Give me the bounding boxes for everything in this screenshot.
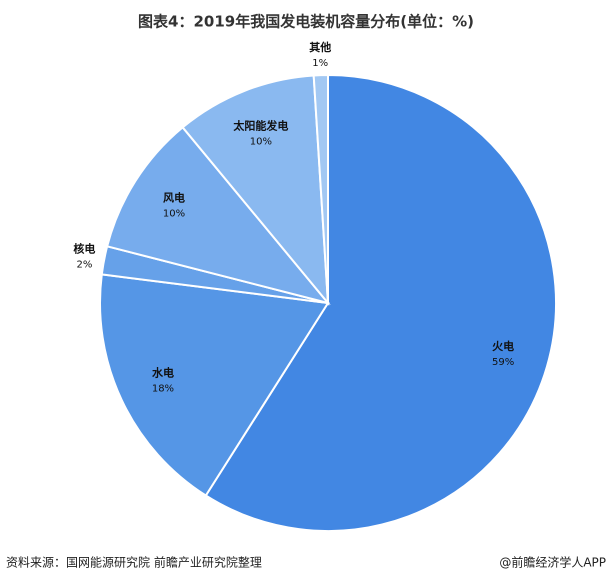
pie-slice [99, 273, 330, 497]
slice-label: 火电 [492, 339, 514, 353]
slice-value: 59% [492, 357, 514, 368]
slice-value: 1% [312, 58, 328, 69]
slice-label: 水电 [152, 366, 174, 380]
pie-slice [181, 74, 330, 307]
pie-slice [204, 73, 557, 532]
chart-title: 图表4：2019年我国发电装机容量分布(单位：%) [138, 13, 474, 31]
slice-label: 核电 [73, 242, 95, 256]
pie-slice [105, 125, 331, 305]
slice-label: 其他 [309, 40, 331, 54]
slice-label: 太阳能发电 [232, 118, 288, 132]
slice-value: 18% [152, 384, 174, 395]
pie-slice [312, 73, 329, 304]
slice-label: 风电 [163, 190, 185, 204]
pie: 火电 59% 水电 18% 核电 2% 风电 10% 太阳能发电 10% 其他 1% [73, 40, 557, 532]
slice-value: 2% [76, 260, 92, 271]
credit: @前瞻经济学人APP [499, 555, 606, 570]
slice-value: 10% [163, 208, 185, 219]
source-note: 资料来源：国网能源研究院 前瞻产业研究院整理 [6, 555, 262, 570]
slice-value: 10% [250, 136, 272, 147]
